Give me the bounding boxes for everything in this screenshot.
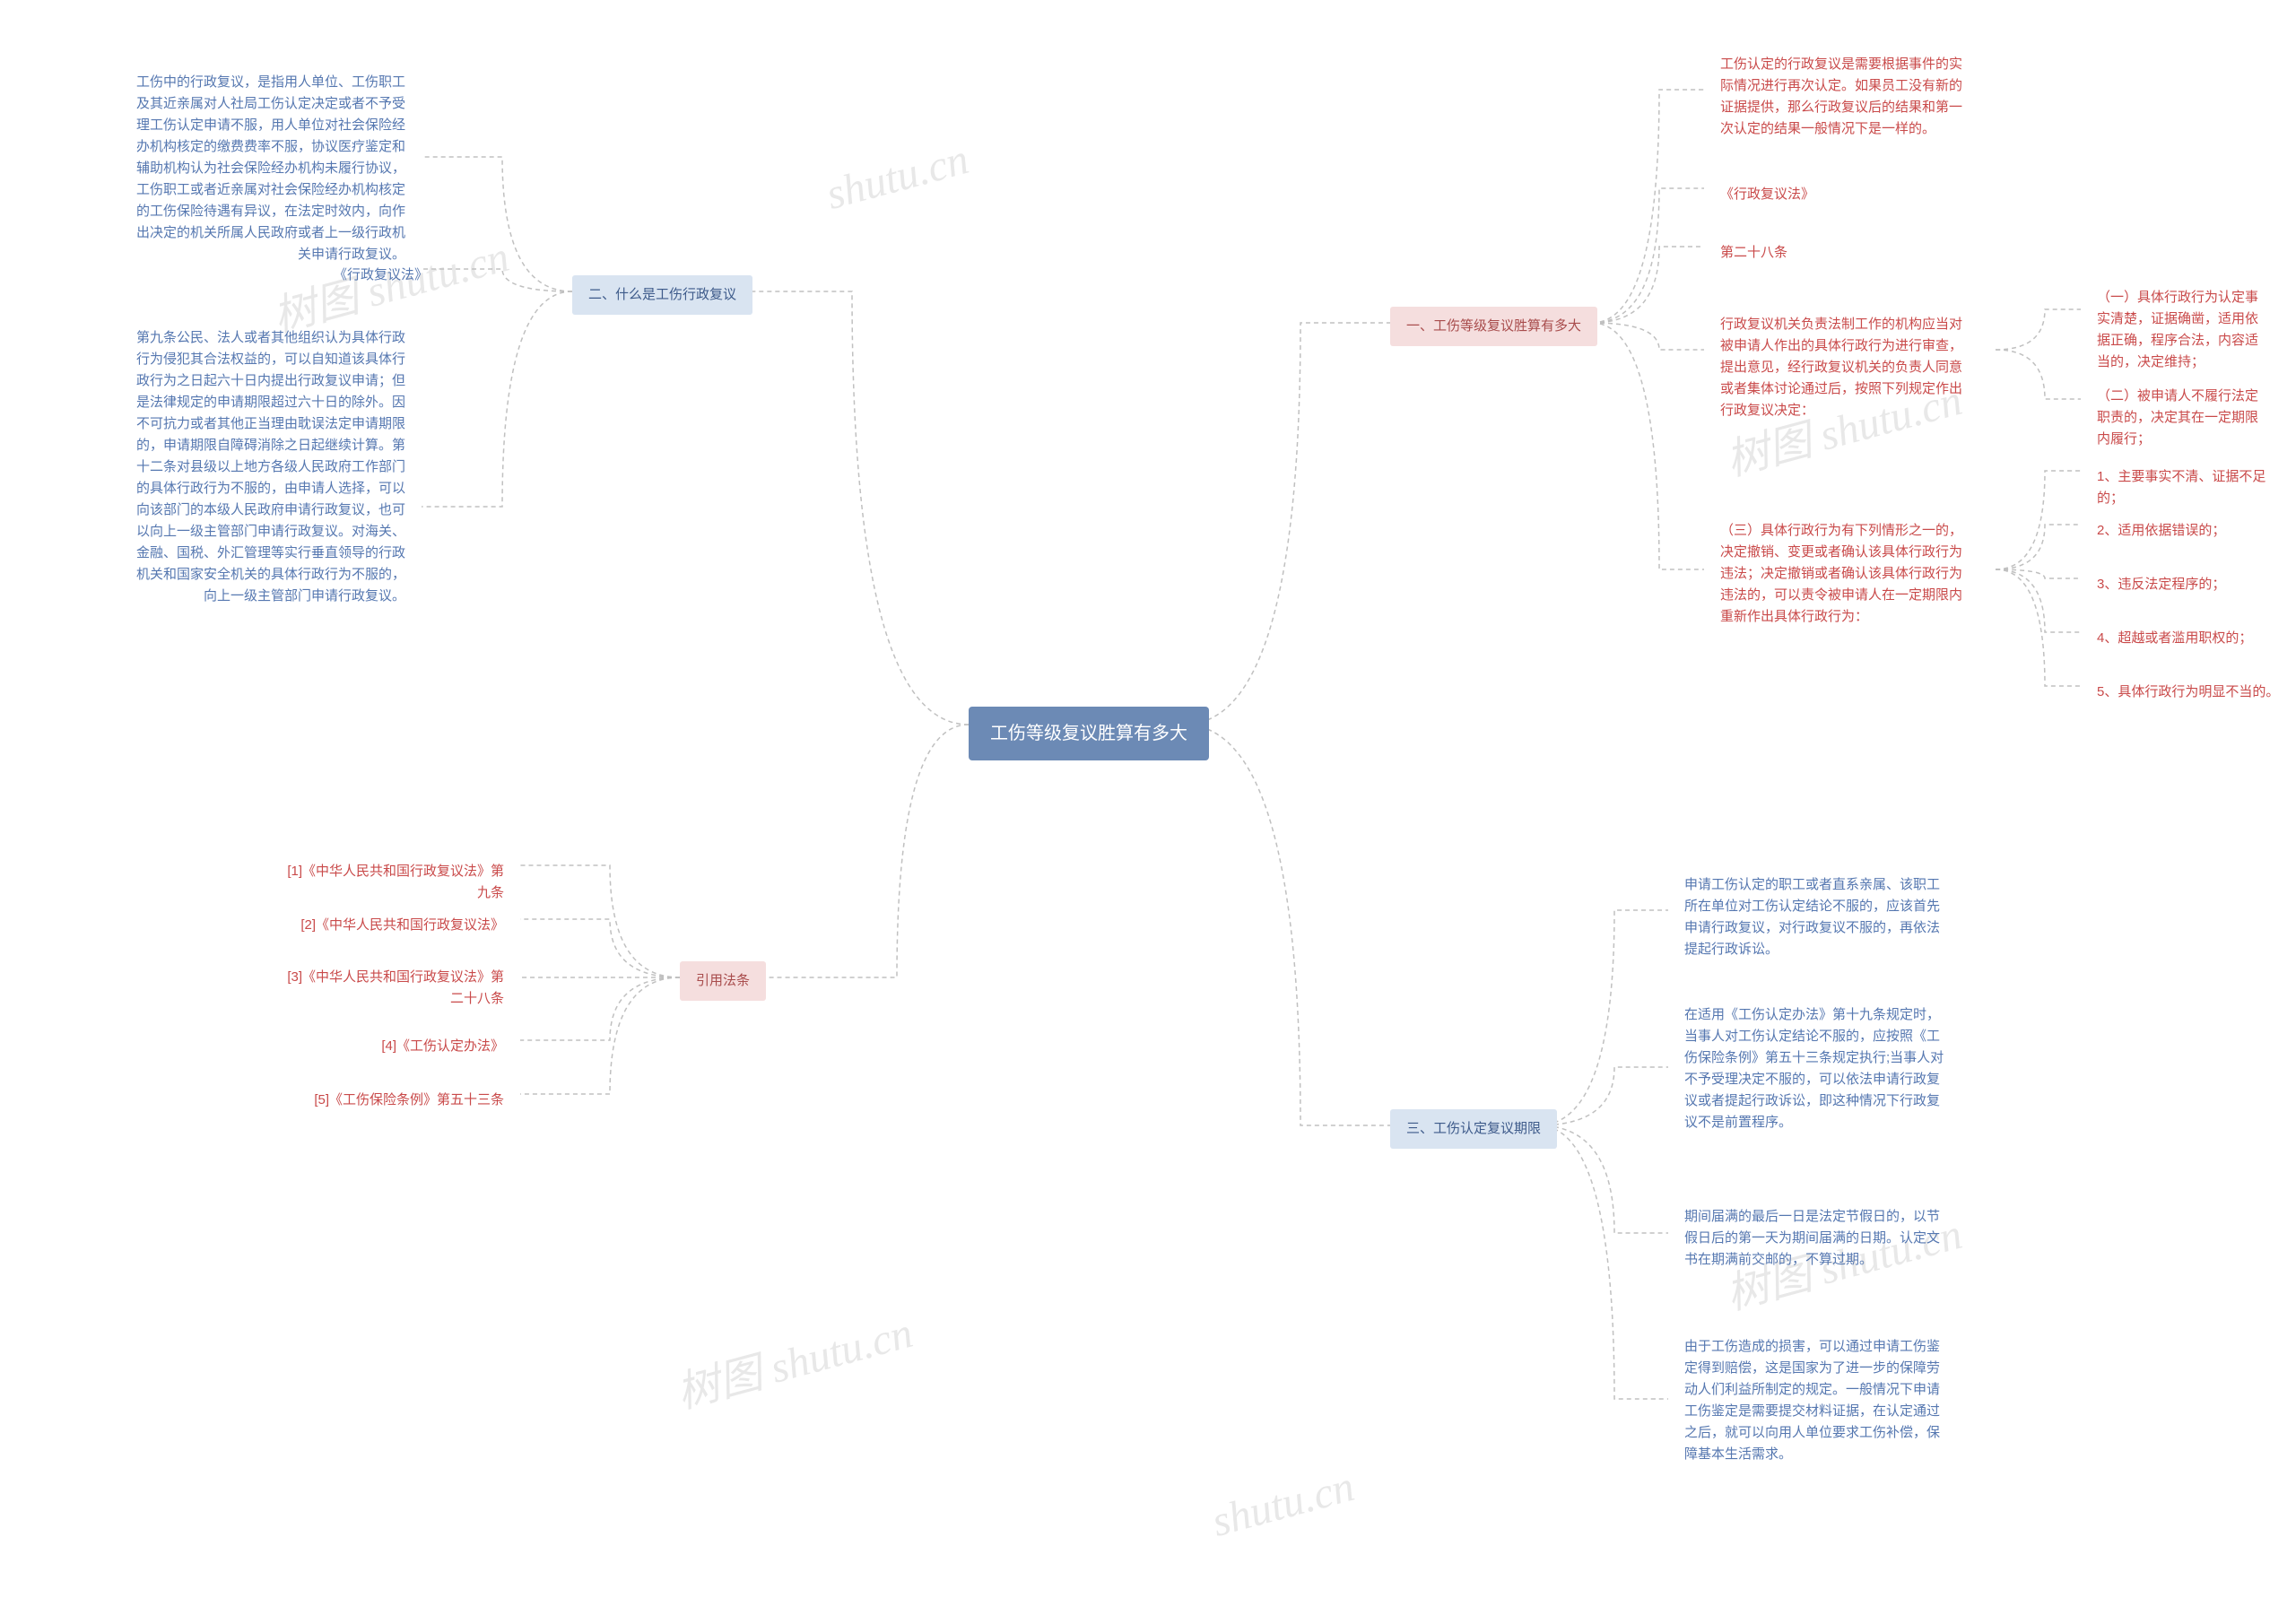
b3-n4: 由于工伤造成的损害，可以通过申请工伤鉴定得到赔偿，这是国家为了进一步的保障劳动人… [1668,1327,1964,1474]
b4-n4: [4]《工伤认定办法》 [260,1027,520,1066]
b4-n2: [2]《中华人民共和国行政复议法》 [260,906,520,945]
b1-n5a: 1、主要事实不清、证据不足的； [2081,457,2296,518]
b3-n2: 在适用《工伤认定办法》第十九条规定时，当事人对工伤认定结论不服的，应按照《工伤保… [1668,995,1964,1142]
b1-n5c: 3、违反法定程序的； [2081,565,2241,604]
b1-n4b: （二）被申请人不履行法定职责的，决定其在一定期限内履行； [2081,377,2287,459]
b2-n2: 《行政复议法》 [317,256,444,295]
watermark: shutu.cn [1207,1462,1360,1547]
watermark: 树图 shutu.cn [669,1297,918,1420]
b1-n2: 《行政复议法》 [1704,175,1831,214]
b2-n1: 工伤中的行政复议，是指用人单位、工伤职工及其近亲属对人社局工伤认定决定或者不予受… [117,63,422,274]
b1-n5b: 2、适用依据错误的； [2081,511,2241,551]
b4-n3: [3]《中华人民共和国行政复议法》第二十八条 [260,958,520,1019]
branch-1: 一、工伤等级复议胜算有多大 [1390,307,1597,346]
b3-n1: 申请工伤认定的职工或者直系亲属、该职工所在单位对工伤认定结论不服的，应该首先申请… [1668,865,1964,969]
b1-n3: 第二十八条 [1704,233,1804,273]
branch-2: 二、什么是工伤行政复议 [572,275,752,315]
b4-n1: [1]《中华人民共和国行政复议法》第九条 [260,852,520,913]
root-node: 工伤等级复议胜算有多大 [969,707,1209,760]
b2-n3: 第九条公民、法人或者其他组织认为具体行政行为侵犯其合法权益的，可以自知道该具体行… [117,318,422,616]
b1-n1: 工伤认定的行政复议是需要根据事件的实际情况进行再次认定。如果员工没有新的证据提供… [1704,45,1991,149]
b1-n5d: 4、超越或者滥用职权的； [2081,619,2268,658]
b4-n5: [5]《工伤保险条例》第五十三条 [260,1081,520,1120]
b3-n3: 期间届满的最后一日是法定节假日的，以节假日后的第一天为期间届满的日期。认定文书在… [1668,1197,1964,1280]
branch-4: 引用法条 [680,961,766,1001]
b1-n5e: 5、具体行政行为明显不当的。 [2081,673,2295,712]
watermark: shutu.cn [822,135,974,220]
b1-n5: （三）具体行政行为有下列情形之一的，决定撤销、变更或者确认该具体行政行为违法；决… [1704,511,1991,637]
b1-n4: 行政复议机关负责法制工作的机构应当对被申请人作出的具体行政行为进行审查，提出意见… [1704,305,1991,430]
branch-3: 三、工伤认定复议期限 [1390,1109,1557,1149]
b1-n4a: （一）具体行政行为认定事实清楚，证据确凿，适用依据正确，程序合法，内容适当的，决… [2081,278,2287,382]
